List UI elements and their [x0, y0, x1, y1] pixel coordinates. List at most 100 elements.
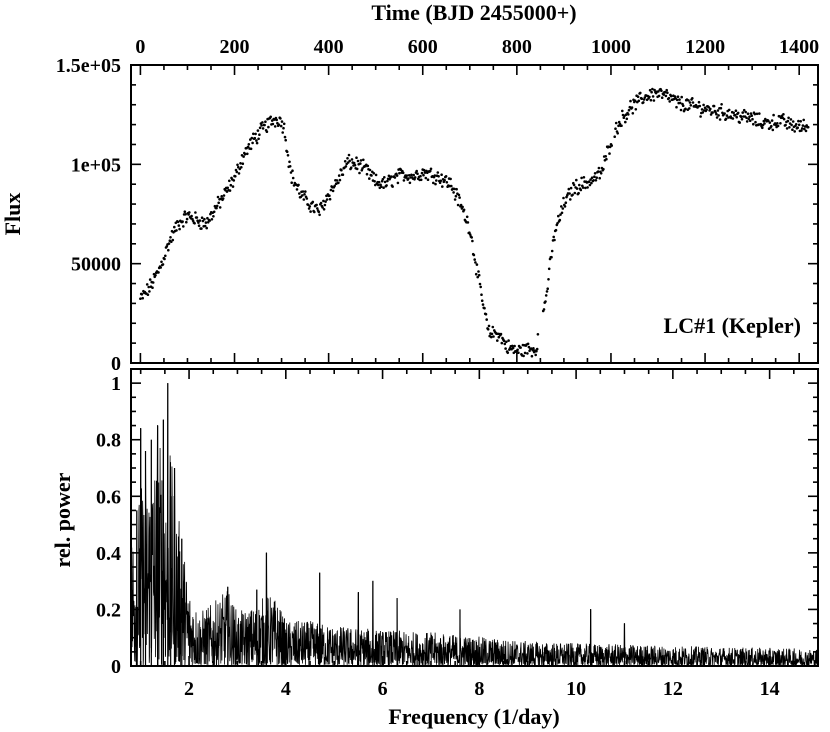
flux-point	[235, 170, 239, 174]
flux-point	[784, 123, 787, 127]
flux-point	[689, 104, 693, 107]
flux-point	[550, 255, 553, 259]
flux-point	[423, 171, 427, 174]
flux-point	[660, 89, 663, 92]
flux-point	[355, 156, 358, 159]
flux-point	[324, 200, 327, 203]
flux-point	[365, 172, 369, 176]
flux-point	[301, 194, 304, 197]
time-tick-label: 1200	[685, 36, 725, 58]
flux-point	[243, 152, 247, 156]
light-curve-points	[139, 87, 810, 358]
flux-point	[282, 122, 286, 126]
flux-point	[291, 169, 294, 172]
flux-point	[610, 144, 613, 147]
flux-point	[564, 201, 568, 204]
flux-point	[748, 115, 751, 118]
flux-point	[761, 126, 764, 130]
flux-point	[197, 224, 201, 227]
flux-point	[261, 121, 264, 124]
flux-point	[679, 108, 683, 112]
frequency-tick-label: 8	[474, 678, 484, 700]
flux-point	[285, 150, 289, 154]
time-tick-label: 200	[220, 36, 250, 58]
flux-point	[200, 216, 204, 219]
flux-point	[502, 339, 506, 343]
flux-point	[385, 184, 388, 187]
flux-point	[175, 229, 178, 232]
flux-point	[322, 208, 326, 211]
flux-point	[441, 185, 444, 188]
flux-point	[665, 88, 668, 92]
flux-point	[200, 227, 203, 230]
flux-point	[758, 112, 761, 115]
flux-point	[475, 263, 479, 266]
frequency-tick-label: 6	[378, 678, 388, 700]
flux-point	[716, 109, 720, 112]
flux-point	[297, 183, 300, 187]
flux-point	[470, 236, 474, 239]
flux-point	[473, 258, 477, 261]
flux-point	[437, 175, 440, 178]
flux-point	[477, 273, 481, 277]
flux-point	[617, 124, 620, 128]
flux-point	[466, 221, 470, 224]
flux-point	[561, 207, 565, 210]
flux-point	[530, 354, 534, 358]
flux-point	[359, 162, 362, 165]
flux-point	[338, 178, 342, 182]
flux-point	[791, 120, 795, 123]
flux-point	[449, 177, 452, 181]
flux-point	[650, 90, 653, 94]
flux-point	[536, 333, 540, 336]
flux-point	[246, 152, 249, 156]
flux-point	[368, 168, 372, 172]
periodogram-frame	[130, 368, 819, 667]
flux-point	[669, 94, 673, 98]
time-tick-label: 400	[314, 36, 344, 58]
flux-point	[575, 187, 579, 190]
flux-axis-title: Flux	[0, 193, 25, 236]
periodogram-ticks	[131, 369, 819, 667]
power-spectrum-line	[130, 383, 819, 668]
flux-point	[569, 198, 572, 201]
flux-point	[688, 101, 692, 104]
time-axis-title: Time (BJD 2455000+)	[371, 0, 576, 25]
time-tick-label: 0	[135, 36, 145, 58]
flux-point	[804, 129, 808, 133]
flux-point	[481, 303, 485, 306]
flux-point	[571, 193, 574, 197]
flux-point	[380, 185, 383, 188]
flux-point	[422, 173, 425, 177]
flux-point	[258, 126, 262, 130]
flux-point	[361, 167, 364, 170]
flux-point	[439, 179, 443, 183]
flux-point	[289, 171, 293, 174]
power-tick-label: 0.6	[96, 486, 121, 508]
flux-point	[435, 179, 438, 182]
flux-point	[212, 210, 216, 214]
flux-point	[709, 113, 713, 116]
flux-point	[291, 176, 295, 180]
flux-point	[643, 96, 647, 99]
flux-point	[313, 210, 316, 214]
flux-point	[587, 180, 591, 183]
flux-point	[578, 183, 581, 187]
flux-point	[140, 293, 144, 296]
flux-point	[419, 178, 423, 182]
flux-point	[335, 179, 339, 182]
flux-point	[771, 128, 775, 132]
flux-point	[605, 157, 608, 161]
flux-point	[456, 203, 460, 207]
flux-point	[763, 122, 766, 125]
flux-point	[499, 332, 503, 336]
flux-point	[237, 165, 240, 169]
flux-point	[440, 173, 443, 176]
flux-point	[568, 192, 571, 195]
flux-point	[387, 174, 391, 178]
flux-point	[366, 164, 370, 168]
flux-point	[666, 91, 669, 95]
flux-point	[732, 111, 735, 115]
flux-point	[586, 186, 589, 189]
time-tick-label: 1000	[591, 36, 631, 58]
